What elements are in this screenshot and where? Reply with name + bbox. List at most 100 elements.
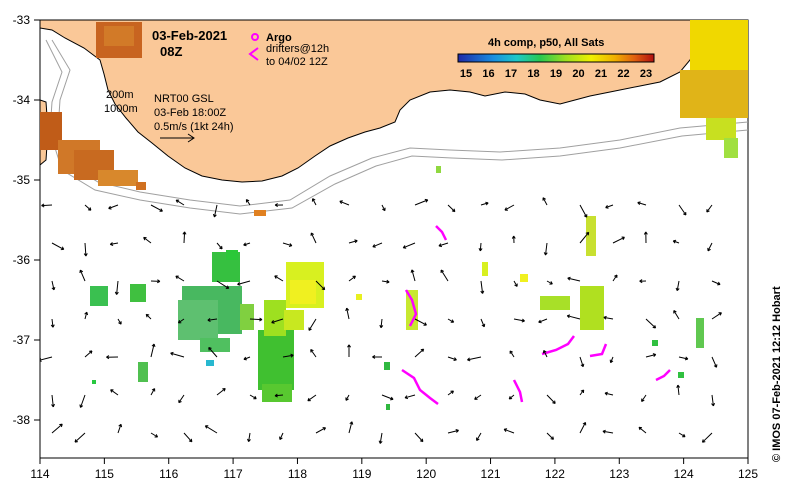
current-arrow — [402, 242, 416, 249]
sst-scatter-east — [356, 216, 704, 410]
current-arrow — [543, 242, 548, 256]
lon-tick-label: 116 — [159, 467, 178, 481]
map-date: 03-Feb-2021 — [152, 28, 227, 43]
current-arrow — [480, 280, 485, 294]
colorbar-tick-label: 21 — [595, 68, 607, 80]
current-arrow — [476, 432, 482, 441]
latitude-axis: -33 -34 -35 -36 -37 -38 — [13, 13, 40, 427]
current-arrow — [678, 356, 689, 361]
current-arrow — [542, 197, 548, 206]
current-arrow — [638, 426, 647, 434]
current-arrow — [673, 310, 680, 320]
current-arrow — [182, 231, 187, 244]
current-arrow — [579, 231, 590, 244]
current-arrow — [249, 394, 257, 400]
current-arrow — [308, 318, 317, 331]
colorbar-tick-label: 17 — [505, 68, 517, 80]
lon-tick-label: 122 — [545, 467, 565, 481]
current-arrow — [447, 429, 459, 434]
current-arrow — [117, 423, 123, 434]
current-arrow — [480, 201, 489, 206]
lon-tick-label: 119 — [352, 467, 371, 481]
lon-tick-label: 125 — [738, 467, 758, 481]
current-arrow — [110, 389, 119, 396]
current-arrow — [447, 356, 457, 361]
current-arrow — [282, 242, 293, 247]
lon-tick-label: 121 — [481, 467, 501, 481]
current-arrow — [114, 280, 119, 295]
current-arrow — [150, 343, 156, 358]
current-arrow — [467, 356, 482, 362]
current-arrow — [378, 432, 383, 444]
current-arrow — [271, 318, 284, 324]
current-arrow — [567, 276, 581, 282]
current-arrow — [243, 356, 251, 361]
current-arrow — [282, 353, 294, 358]
current-arrow — [79, 269, 86, 282]
current-arrow — [79, 394, 86, 408]
current-arrow — [605, 204, 614, 209]
argo-legend-icon — [251, 33, 259, 41]
current-arrow — [315, 280, 326, 291]
colorbar-tick-label: 15 — [460, 68, 472, 80]
current-arrow — [546, 432, 554, 440]
current-arrow — [108, 204, 119, 210]
current-arrow — [566, 314, 581, 320]
colorbar-tick-label: 22 — [617, 68, 629, 80]
current-arrow — [84, 204, 92, 211]
current-arrow — [440, 269, 449, 282]
current-arrow — [177, 318, 185, 324]
current-arrow — [216, 242, 223, 250]
drifter-tracks — [401, 225, 671, 405]
current-arrow — [372, 354, 383, 359]
current-arrow — [243, 242, 251, 247]
product-time: 03-Feb 18:00Z — [154, 107, 226, 119]
current-arrow — [348, 239, 358, 244]
current-arrow — [404, 394, 416, 400]
current-arrow — [212, 204, 218, 218]
current-arrow — [345, 394, 350, 401]
current-arrow — [579, 204, 588, 218]
current-arrow — [74, 432, 86, 443]
current-arrow — [315, 427, 327, 434]
current-arrow — [84, 350, 93, 358]
current-arrow — [513, 280, 518, 287]
lon-tick-label: 115 — [95, 467, 114, 481]
drifters-label-2: to 04/02 12Z — [266, 56, 328, 68]
isobath-label-1000m: 1000m — [104, 103, 138, 115]
current-arrow — [414, 348, 425, 358]
colorbar-tick-label: 18 — [527, 68, 539, 80]
isobath-label-200m: 200m — [106, 89, 134, 101]
drifters-label-1: drifters@12h — [266, 43, 329, 55]
current-arrow — [183, 432, 193, 443]
current-arrow — [711, 280, 721, 286]
current-arrow — [274, 393, 284, 398]
lat-tick-label: -36 — [13, 253, 31, 267]
current-arrow — [216, 280, 230, 289]
current-arrow — [546, 280, 553, 285]
current-arrow — [372, 242, 383, 248]
current-arrow — [41, 203, 53, 208]
current-arrow — [711, 312, 722, 320]
current-arrow — [480, 318, 486, 328]
product-name: NRT00 GSL — [154, 93, 214, 105]
current-arrow — [274, 275, 284, 282]
current-arrow — [643, 231, 648, 244]
current-arrow — [414, 198, 429, 206]
current-arrow — [676, 384, 681, 396]
current-arrow — [208, 347, 218, 358]
sst-patch-east — [436, 20, 748, 173]
lon-tick-label: 120 — [416, 467, 436, 481]
current-arrow — [645, 318, 657, 329]
current-arrow — [612, 274, 618, 282]
current-arrow — [438, 242, 449, 248]
current-arrow — [604, 391, 614, 396]
current-arrow — [307, 394, 317, 402]
current-arrow — [603, 315, 614, 320]
current-arrow — [279, 432, 284, 441]
current-arrow — [706, 204, 713, 213]
lon-tick-label: 123 — [609, 467, 629, 481]
lat-tick-label: -38 — [13, 413, 31, 427]
current-arrow — [609, 356, 614, 364]
current-arrow — [447, 390, 454, 396]
